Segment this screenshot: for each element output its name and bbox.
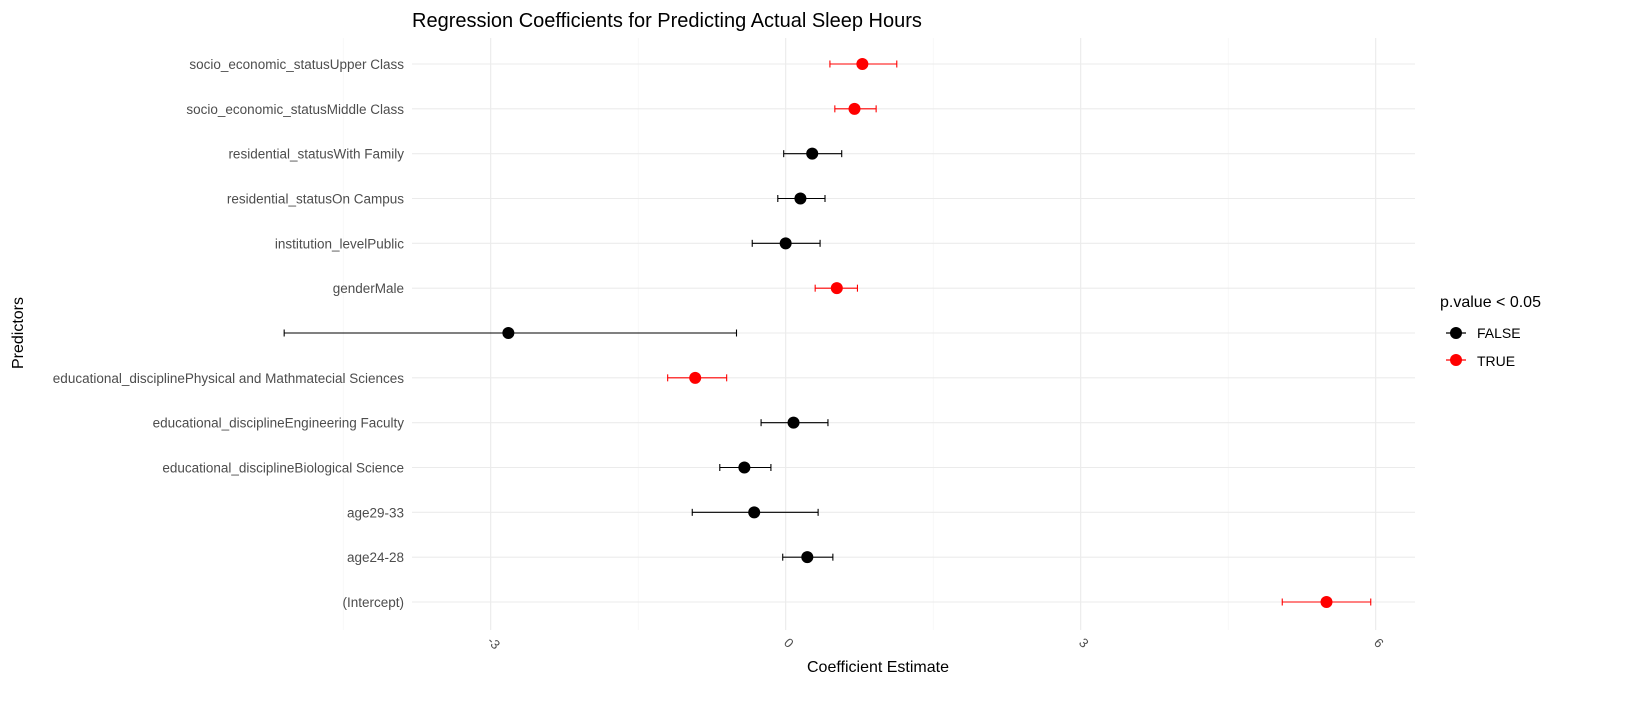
legend-key-point-false bbox=[1450, 327, 1462, 339]
legend-label-true: TRUE bbox=[1477, 353, 1515, 369]
y-tick-label: age24-28 bbox=[347, 550, 404, 565]
x-tick-label: 0 bbox=[781, 635, 797, 651]
y-tick-label: socio_economic_statusMiddle Class bbox=[186, 102, 404, 117]
y-tick-label: genderMale bbox=[333, 281, 404, 296]
y-tick-label: residential_statusWith Family bbox=[228, 147, 404, 162]
legend-item-true: TRUE bbox=[1446, 353, 1515, 369]
coefficient-point bbox=[689, 371, 702, 384]
grid-lines bbox=[342, 38, 1415, 630]
coefficient-point bbox=[806, 147, 819, 160]
y-tick-label: socio_economic_statusUpper Class bbox=[189, 57, 404, 72]
legend: p.value < 0.05 FALSE TRUE bbox=[1440, 294, 1541, 369]
coefficient-point bbox=[779, 237, 792, 250]
x-tick-label: 3 bbox=[1076, 635, 1092, 651]
coefficient-points bbox=[502, 58, 1333, 608]
coefficient-point bbox=[1320, 596, 1333, 608]
coefficient-point bbox=[738, 461, 751, 474]
x-tick-label: 6 bbox=[1371, 635, 1387, 651]
x-tick-labels: -3 0 3 6 bbox=[484, 633, 1386, 652]
y-tick-label: (Intercept) bbox=[342, 595, 404, 610]
coefficient-point bbox=[856, 58, 869, 70]
coefficient-point bbox=[801, 551, 814, 564]
coefficient-point bbox=[848, 102, 861, 115]
coefficient-point bbox=[794, 192, 807, 205]
y-axis-title: Predictors bbox=[10, 297, 27, 369]
y-tick-label: age29-33 bbox=[347, 505, 404, 520]
chart-title: Regression Coefficients for Predicting A… bbox=[412, 10, 922, 32]
y-tick-labels: (Intercept) age24-28 age29-33 educational_d… bbox=[53, 57, 404, 610]
legend-key-point-true bbox=[1450, 354, 1462, 366]
y-tick-label: residential_statusOn Campus bbox=[227, 192, 404, 207]
coefficient-point bbox=[787, 416, 800, 429]
y-tick-label: institution_levelPublic bbox=[275, 236, 404, 251]
coefficient-point bbox=[830, 282, 843, 295]
x-axis-title: Coefficient Estimate bbox=[807, 659, 949, 676]
y-tick-label: educational_disciplineBiological Science bbox=[162, 461, 404, 476]
coefficient-point bbox=[748, 506, 761, 519]
y-tick-label: educational_disciplineEngineering Facult… bbox=[153, 416, 405, 431]
legend-item-false: FALSE bbox=[1446, 325, 1521, 341]
legend-label-false: FALSE bbox=[1477, 325, 1521, 341]
legend-title: p.value < 0.05 bbox=[1440, 294, 1541, 311]
x-tick-label: -3 bbox=[484, 633, 503, 652]
coefficient-point bbox=[502, 327, 515, 339]
y-tick-label: educational_disciplinePhysical and Mathm… bbox=[53, 371, 404, 386]
